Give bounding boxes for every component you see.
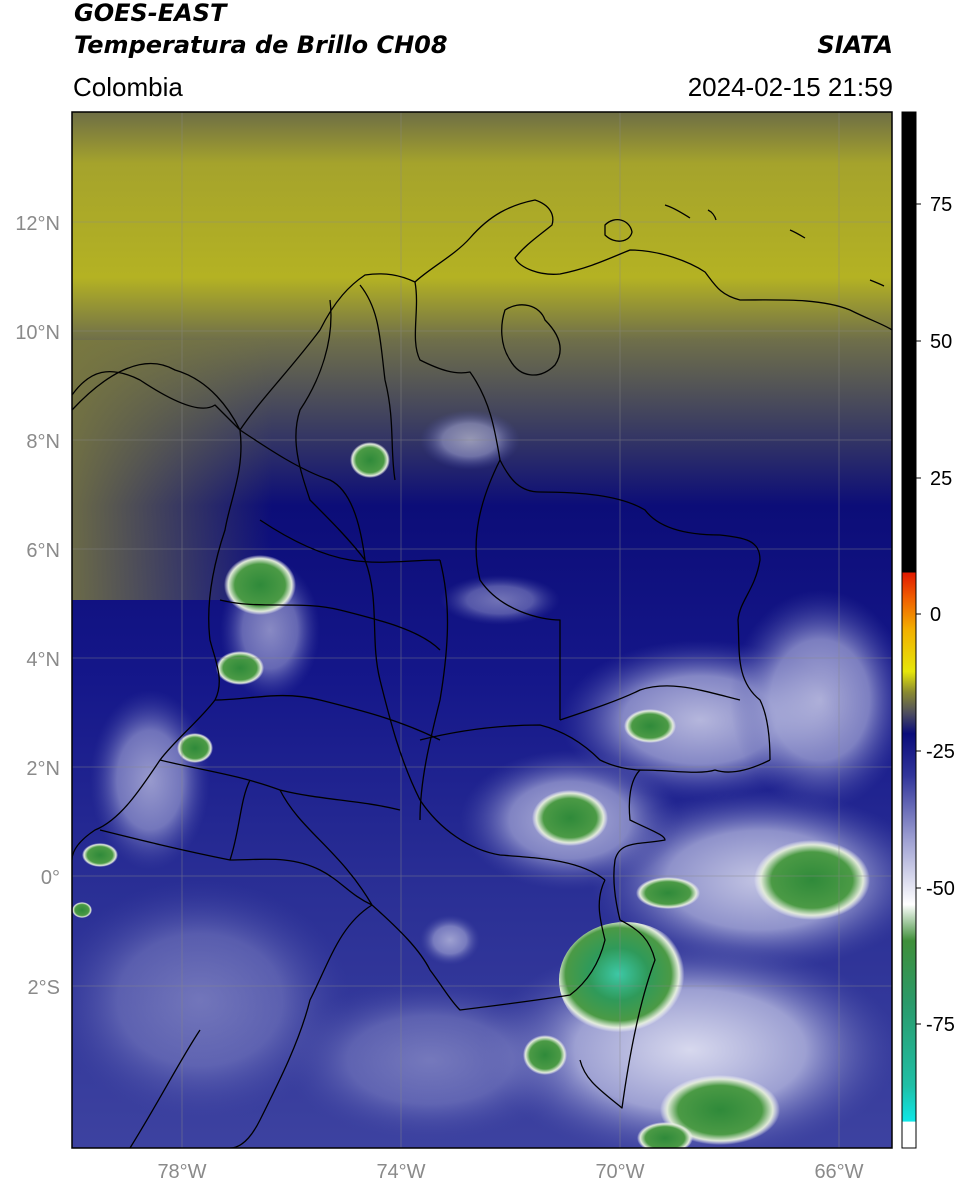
lon-tick-label: 74°W <box>376 1161 425 1183</box>
colorbar-tick-label: 75 <box>930 194 952 216</box>
lon-tick-label: 66°W <box>814 1161 863 1183</box>
lat-tick-label: 0° <box>41 867 60 889</box>
lat-tick-label: 8°N <box>26 431 60 453</box>
title-line-1: GOES-EAST <box>74 0 227 27</box>
colorbar-tick-label: 50 <box>930 331 952 353</box>
borders <box>72 199 892 1148</box>
colorbar-tick-label: -50 <box>926 878 955 900</box>
brand-label: SIATA <box>817 31 893 59</box>
colorbar-tick-label: -75 <box>926 1014 955 1036</box>
map-area <box>72 112 892 1148</box>
graticule <box>72 112 892 1148</box>
colorbar-ramp <box>901 111 917 1149</box>
timestamp-label: 2024-02-15 21:59 <box>687 72 893 102</box>
colorbar-tick-label: 25 <box>930 468 952 490</box>
lat-tick-label: 4°N <box>26 649 60 671</box>
lat-tick-label: 2°N <box>26 758 60 780</box>
colorbar-tick-label: 0 <box>930 604 941 626</box>
lon-axis: 78°W 74°W 70°W 66°W <box>157 1161 863 1183</box>
colorbar-tick-label: -25 <box>926 741 955 763</box>
lon-tick-label: 70°W <box>595 1161 644 1183</box>
lat-tick-label: 12°N <box>15 213 60 235</box>
lat-tick-label: 10°N <box>15 322 60 344</box>
lon-tick-label: 78°W <box>157 1161 206 1183</box>
colorbar: 75 50 25 0 -25 -50 -75 <box>901 111 955 1149</box>
region-label: Colombia <box>73 72 183 102</box>
map-frame <box>71 111 893 1149</box>
lat-axis: 12°N 10°N 8°N 6°N 4°N 2°N 0° 2°S <box>15 213 60 999</box>
lat-tick-label: 2°S <box>28 977 60 999</box>
lat-tick-label: 6°N <box>26 540 60 562</box>
title-line-2: Temperatura de Brillo CH08 <box>74 31 448 59</box>
